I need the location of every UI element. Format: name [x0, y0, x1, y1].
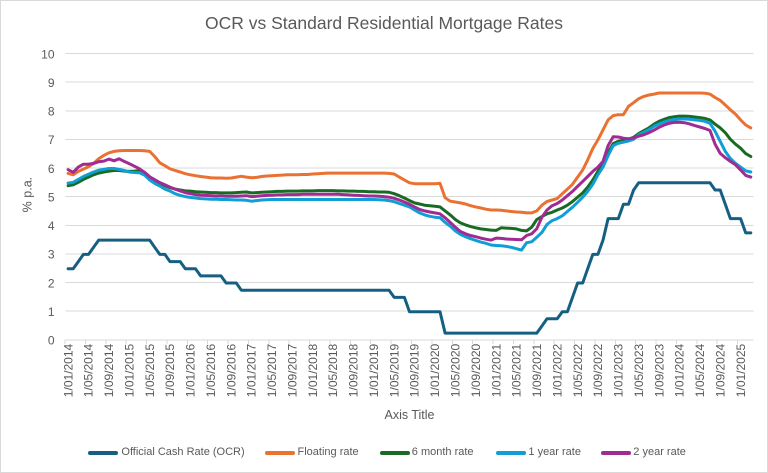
- svg-text:1/01/2014: 1/01/2014: [61, 343, 75, 397]
- svg-text:1/05/2024: 1/05/2024: [693, 343, 707, 397]
- svg-text:9: 9: [48, 76, 55, 90]
- svg-text:1/09/2023: 1/09/2023: [652, 343, 666, 397]
- svg-text:1/09/2022: 1/09/2022: [591, 343, 605, 397]
- svg-text:1/05/2014: 1/05/2014: [82, 343, 96, 397]
- svg-text:1/01/2017: 1/01/2017: [245, 343, 259, 397]
- svg-text:0: 0: [48, 334, 55, 348]
- svg-text:5: 5: [48, 191, 55, 205]
- svg-text:10: 10: [41, 47, 55, 61]
- svg-text:1/01/2020: 1/01/2020: [428, 343, 442, 397]
- svg-text:1/01/2024: 1/01/2024: [673, 343, 687, 397]
- svg-text:1/05/2023: 1/05/2023: [632, 343, 646, 397]
- svg-text:1/05/2018: 1/05/2018: [326, 343, 340, 397]
- svg-text:1/05/2022: 1/05/2022: [571, 343, 585, 397]
- svg-text:1/01/2021: 1/01/2021: [489, 343, 503, 397]
- svg-text:3: 3: [48, 248, 55, 262]
- svg-text:1/05/2017: 1/05/2017: [265, 343, 279, 397]
- svg-text:1/09/2018: 1/09/2018: [347, 343, 361, 397]
- svg-text:1/01/2018: 1/01/2018: [306, 343, 320, 397]
- svg-text:1/05/2021: 1/05/2021: [510, 343, 524, 397]
- svg-text:1/09/2024: 1/09/2024: [713, 343, 727, 397]
- svg-text:1/01/2016: 1/01/2016: [184, 343, 198, 397]
- svg-text:7: 7: [48, 133, 55, 147]
- svg-text:1/09/2017: 1/09/2017: [286, 343, 300, 397]
- svg-text:1/01/2025: 1/01/2025: [734, 343, 748, 397]
- svg-text:6: 6: [48, 162, 55, 176]
- svg-text:1/05/2020: 1/05/2020: [449, 343, 463, 397]
- svg-text:1/05/2019: 1/05/2019: [387, 343, 401, 397]
- svg-text:1/01/2015: 1/01/2015: [123, 343, 137, 397]
- svg-text:1/05/2015: 1/05/2015: [143, 343, 157, 397]
- svg-text:1/09/2014: 1/09/2014: [102, 343, 116, 397]
- svg-text:1/09/2015: 1/09/2015: [163, 343, 177, 397]
- svg-text:1/09/2019: 1/09/2019: [408, 343, 422, 397]
- svg-text:1/05/2016: 1/05/2016: [204, 343, 218, 397]
- svg-text:1: 1: [48, 305, 55, 319]
- svg-text:1/01/2022: 1/01/2022: [550, 343, 564, 397]
- svg-text:1/01/2019: 1/01/2019: [367, 343, 381, 397]
- svg-text:1/09/2020: 1/09/2020: [469, 343, 483, 397]
- svg-text:% p.a.: % p.a.: [21, 177, 35, 212]
- svg-text:1/09/2021: 1/09/2021: [530, 343, 544, 397]
- svg-text:4: 4: [48, 219, 55, 233]
- svg-text:2: 2: [48, 276, 55, 290]
- svg-text:1/09/2016: 1/09/2016: [224, 343, 238, 397]
- svg-text:8: 8: [48, 105, 55, 119]
- svg-text:1/01/2023: 1/01/2023: [612, 343, 626, 397]
